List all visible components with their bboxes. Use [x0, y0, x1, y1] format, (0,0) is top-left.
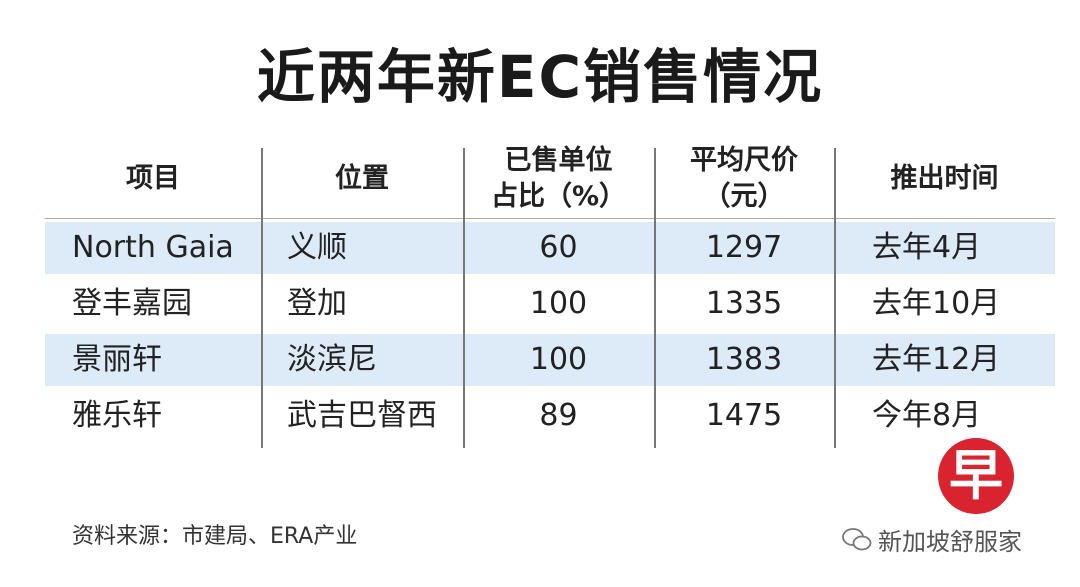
header-rule	[45, 218, 1055, 219]
table-cell: North Gaia	[72, 230, 234, 265]
table-cell: 武吉巴督西	[287, 398, 437, 433]
header-cell: 已售单位占比（%）	[463, 140, 654, 218]
wechat-icon	[842, 527, 872, 550]
header-text: 平均尺价	[690, 145, 798, 176]
table-cell: 1475	[705, 398, 783, 433]
table-cell: 1335	[705, 286, 783, 321]
column-divider	[261, 148, 263, 448]
column-divider	[834, 148, 836, 448]
table-cell: 去年4月	[872, 230, 982, 265]
row-bg	[45, 222, 1055, 274]
table-cell: 义顺	[287, 230, 347, 265]
column-divider	[654, 148, 656, 448]
table-cell: 1383	[705, 342, 783, 377]
watermark: 新加坡舒服家	[842, 522, 1022, 557]
table-cell: 淡滨尼	[287, 342, 377, 377]
table-cell: 登丰嘉园	[72, 286, 192, 321]
header-cell: 项目	[45, 140, 261, 218]
table-cell: 雅乐轩	[72, 398, 162, 433]
table-cell: 100	[529, 342, 588, 377]
table-cell: 登加	[287, 286, 347, 321]
source: 资料来源：市建局、ERA产业	[72, 524, 358, 549]
table-cell: 今年8月	[872, 398, 982, 433]
table-cell: 100	[529, 286, 588, 321]
column-divider	[463, 148, 465, 448]
header-cell: 位置	[261, 140, 463, 218]
header-cell: 推出时间	[834, 140, 1055, 218]
table-cell: 89	[539, 398, 578, 433]
logo: 早	[938, 438, 1014, 514]
header-text: 项目	[126, 163, 180, 194]
header-text: 已售单位	[504, 145, 613, 176]
table-cell: 去年10月	[872, 286, 1001, 321]
header-text: 占比（%）	[490, 181, 627, 212]
title: 近两年新EC销售情况	[256, 43, 824, 111]
watermark-text: 新加坡舒服家	[878, 528, 1022, 556]
table-cell: 去年12月	[872, 342, 1001, 377]
table-cell: 60	[539, 230, 578, 265]
table-cell: 景丽轩	[72, 342, 162, 377]
header-text: 位置	[335, 163, 389, 194]
header-cell: 平均尺价 （元）	[654, 140, 834, 218]
row-bg	[45, 334, 1055, 386]
header-text: 推出时间	[890, 163, 999, 194]
header-text: （元）	[703, 181, 785, 212]
table-cell: 1297	[705, 230, 783, 265]
